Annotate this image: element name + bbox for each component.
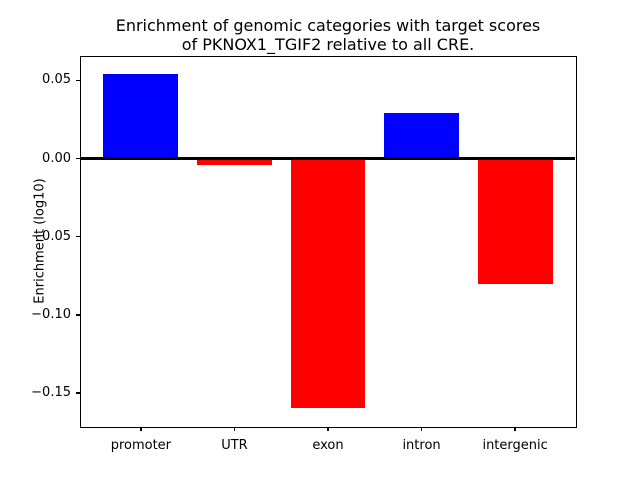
x-tick-mark [140,427,142,431]
x-tick-mark [514,427,516,431]
bar-UTR [197,158,272,165]
x-tick-label: intron [402,438,441,453]
y-tick-mark [76,235,81,238]
bar-intergenic [477,158,553,284]
x-tick-mark [233,427,236,431]
chart-title-line2: of PKNOX1_TGIF2 relative to all CRE. [181,35,475,54]
bar-exon [290,158,366,409]
chart-title-line1: Enrichment of genomic categories with ta… [115,16,541,35]
y-tick-label: 0.00 [42,150,71,166]
bar-promoter [103,74,179,159]
y-tick-label: −0.10 [31,306,71,322]
y-tick-mark [76,79,81,82]
y-tick-mark [76,392,81,394]
x-tick-label: UTR [221,438,248,453]
y-tick-label: −0.15 [31,384,71,400]
x-tick-label: intergenic [482,438,548,453]
bar-intron [384,113,459,159]
x-tick-mark [420,427,423,431]
y-tick-mark [76,314,81,316]
plot-area [79,55,577,428]
y-tick-label: −0.05 [31,228,71,244]
y-tick-label: 0.05 [42,72,71,88]
x-tick-label: promoter [110,438,172,453]
chart-title: Enrichment of genomic categories with ta… [81,16,575,54]
y-tick-mark [76,157,81,160]
x-tick-label: exon [312,438,344,453]
zero-line [81,157,575,161]
x-tick-mark [327,427,329,431]
